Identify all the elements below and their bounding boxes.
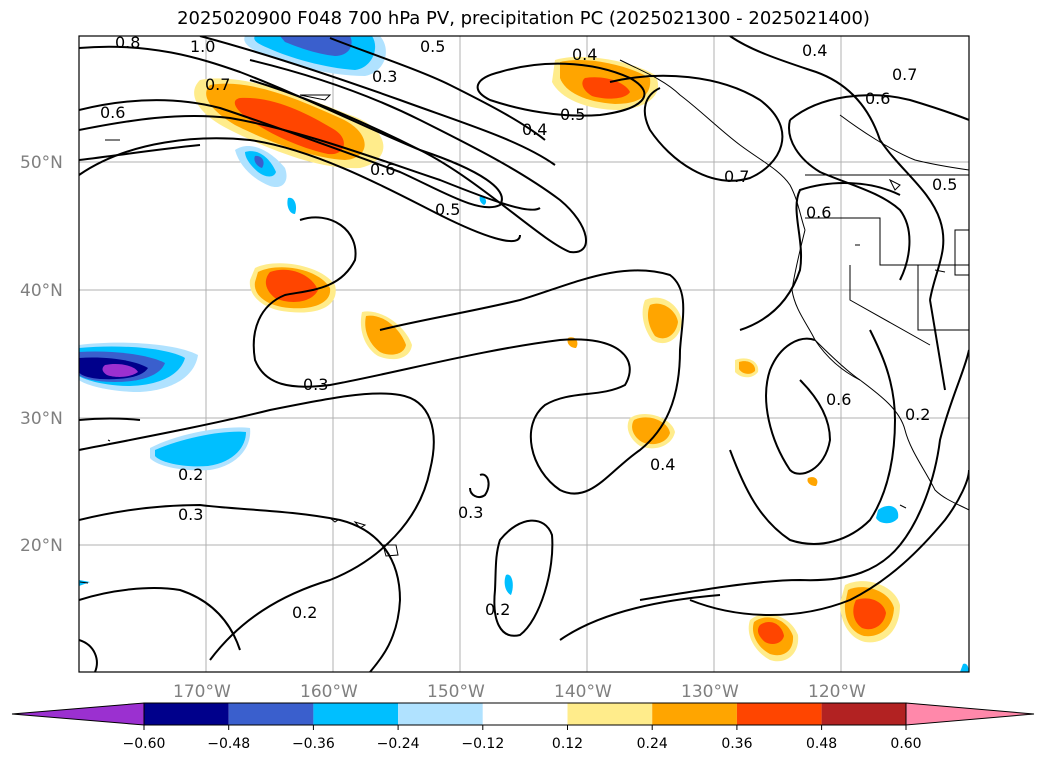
colorbar-frame [143, 702, 907, 726]
lon-label-120w: 120°W [808, 682, 866, 702]
lat-label-30n: 30°N [20, 409, 63, 429]
coastlines [79, 59, 969, 584]
contour-label: 0.2 [178, 465, 203, 484]
contour-label: 0.3 [372, 67, 397, 86]
colorbar-tick-label: 0.48 [806, 736, 837, 752]
lon-label-140w: 140°W [554, 682, 612, 702]
colorbar-tick-label: 0.36 [721, 736, 752, 752]
colorbar-segment [313, 703, 399, 725]
contour-label: 0.4 [802, 41, 827, 60]
colorbar-segment [736, 703, 822, 725]
contour-labels: 0.8 1.0 0.5 0.4 0.4 0.7 0.6 0.6 0.5 0.4 … [100, 33, 957, 622]
contour-label: 0.2 [292, 603, 317, 622]
contour-label: 0.6 [865, 89, 890, 108]
lat-label-40n: 40°N [20, 281, 63, 301]
colorbar-tick-label: 0.60 [890, 736, 921, 752]
lat-label-20n: 20°N [20, 536, 63, 556]
precip-negative [79, 36, 969, 672]
contour-label: 0.7 [724, 167, 749, 186]
colorbar-tick-label: −0.12 [461, 736, 504, 752]
contour-label: 0.5 [560, 105, 585, 124]
colorbar-segment [398, 703, 483, 725]
lon-label-150w: 150°W [427, 682, 485, 702]
map-border [78, 35, 970, 673]
lat-label-50n: 50°N [20, 153, 63, 173]
colorbar-extend-high [905, 702, 1035, 726]
contour-label: 0.2 [905, 405, 930, 424]
colorbar-segment [482, 703, 568, 725]
colorbar-segment [567, 703, 653, 725]
latitude-labels: 50°N 40°N 30°N 20°N [20, 153, 63, 556]
contour-label: 0.7 [892, 65, 917, 84]
contour-label: 0.6 [370, 160, 395, 179]
colorbar-segment [821, 703, 906, 725]
lon-label-160w: 160°W [300, 682, 358, 702]
contour-label: 0.5 [435, 200, 460, 219]
contour-label: 0.6 [826, 390, 851, 409]
colorbar-tick-label: 0.12 [552, 736, 583, 752]
contour-label: 1.0 [190, 37, 215, 56]
contour-label: 0.5 [932, 175, 957, 194]
colorbar-segment [652, 703, 737, 725]
contour-label: 0.4 [572, 45, 597, 64]
contour-label: 0.7 [205, 75, 230, 94]
contour-label: 0.8 [115, 33, 140, 52]
colorbar-tick-label: −0.48 [207, 736, 250, 752]
contour-label: 0.4 [650, 455, 675, 474]
colorbar-tick-label: −0.36 [292, 736, 335, 752]
contour-label: 0.6 [806, 203, 831, 222]
contour-label: 0.6 [100, 103, 125, 122]
colorbar: −0.60 −0.48 −0.36 −0.24 −0.12 0.12 0.24 … [11, 702, 1035, 752]
colorbar-segment [228, 703, 314, 725]
contour-label: 0.2 [485, 600, 510, 619]
gridlines [79, 36, 969, 672]
colorbar-tick-label: 0.24 [637, 736, 668, 752]
contour-label: 0.5 [420, 37, 445, 56]
contour-label: 0.3 [303, 375, 328, 394]
colorbar-segment [144, 703, 229, 725]
contour-label: 0.3 [458, 503, 483, 522]
lon-label-170w: 170°W [173, 682, 231, 702]
map-area [79, 36, 969, 672]
colorbar-tick-label: −0.60 [123, 736, 166, 752]
longitude-labels: 170°W 160°W 150°W 140°W 130°W 120°W [173, 682, 866, 702]
contour-label: 0.4 [522, 120, 547, 139]
contour-label: 0.3 [178, 505, 203, 524]
chart-title: 2025020900 F048 700 hPa PV, precipitatio… [177, 8, 870, 29]
colorbar-tick-label: −0.24 [377, 736, 420, 752]
lon-label-130w: 130°W [681, 682, 739, 702]
colorbar-extend-low [11, 702, 145, 726]
